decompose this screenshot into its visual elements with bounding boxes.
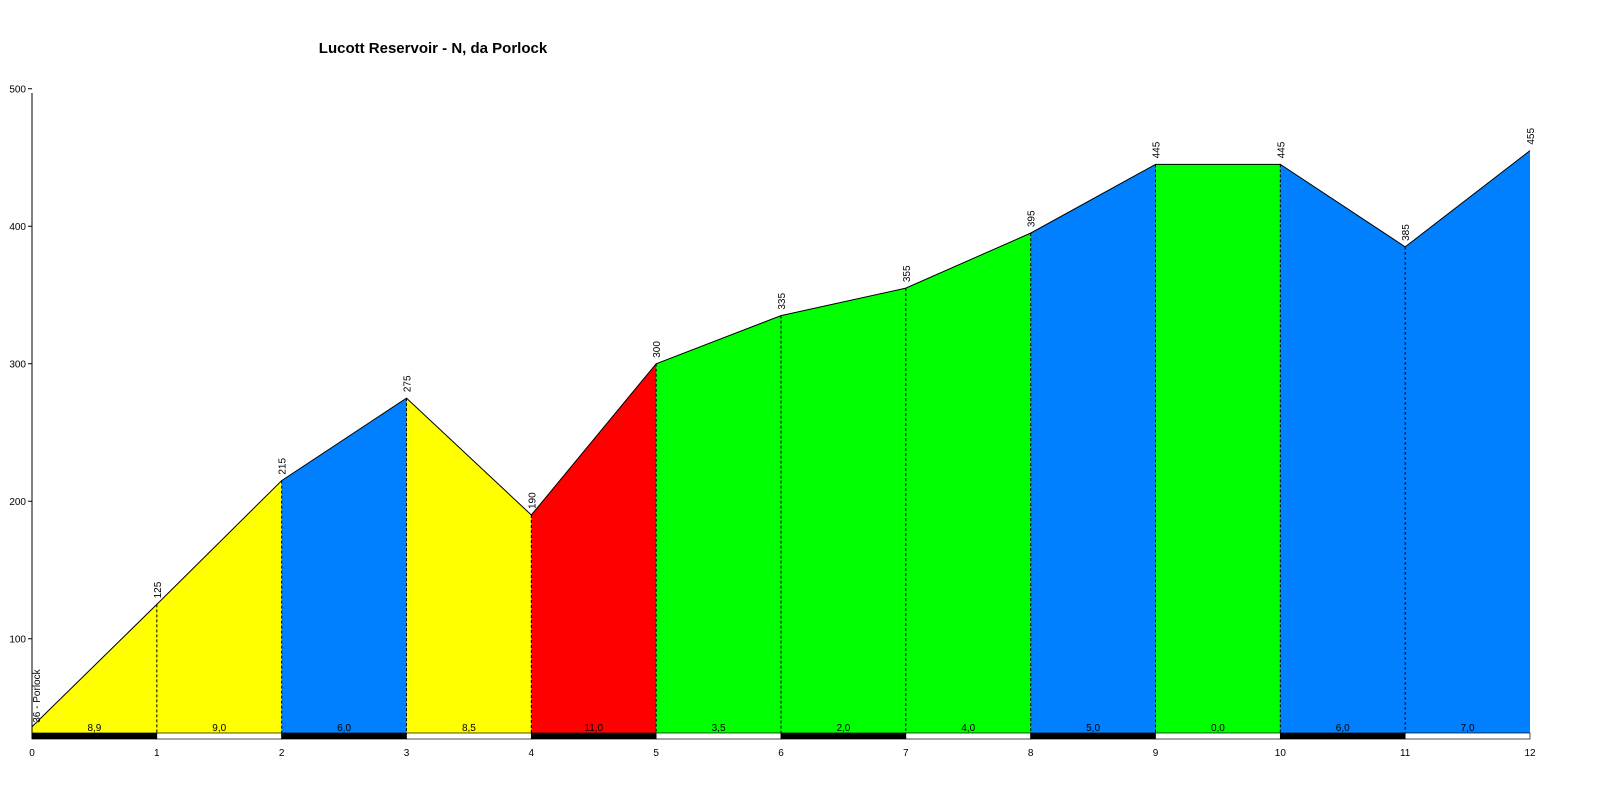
x-tick-label: 11 (1400, 748, 1411, 759)
gradient-label: 9,0 (212, 723, 226, 734)
y-tick-label: 100 (9, 634, 26, 645)
elevation-label: 355 (902, 265, 913, 282)
profile-segment-12 (1405, 150, 1530, 733)
gradient-label: 8,5 (462, 723, 476, 734)
x-tick-label: 8 (1028, 748, 1034, 759)
x-tick-label: 3 (404, 748, 410, 759)
profile-segment-9 (1030, 164, 1156, 733)
profile-segment-3 (281, 398, 407, 733)
profile-segment-10 (1155, 164, 1281, 733)
profile-segment-8 (905, 233, 1031, 733)
gradient-label: 4,0 (961, 723, 975, 734)
gradient-label: 6,0 (337, 723, 351, 734)
elevation-label: 275 (403, 375, 414, 392)
elevation-label: 445 (1152, 141, 1163, 158)
x-tick-label: 10 (1275, 748, 1287, 759)
x-tick-label: 5 (653, 748, 659, 759)
gradient-label: 7,0 (1461, 723, 1475, 734)
profile-segment-6 (656, 315, 781, 733)
x-tick-label: 12 (1524, 748, 1536, 759)
chart-title: Lucott Reservoir - N, da Porlock (319, 40, 548, 57)
x-tick-label: 6 (778, 748, 784, 759)
elevation-label: 190 (527, 492, 538, 509)
gradient-label: 5,0 (1086, 723, 1100, 734)
distance-bar-segment (1404, 732, 1531, 740)
gradient-label: 8,9 (87, 723, 101, 734)
elevation-label: 335 (777, 293, 788, 310)
x-tick-label: 7 (903, 748, 909, 759)
gradient-label: 0,0 (1211, 723, 1225, 734)
x-tick-label: 0 (29, 748, 35, 759)
y-tick-label: 200 (9, 497, 26, 508)
elevation-label: 445 (1276, 141, 1287, 158)
profile-segment-11 (1280, 164, 1406, 733)
gradient-label: 11,0 (584, 723, 603, 734)
elevation-label: 300 (652, 341, 663, 358)
x-tick-label: 1 (154, 748, 160, 759)
x-tick-label: 9 (1153, 748, 1159, 759)
gradient-label: 2,0 (836, 723, 850, 734)
elevation-label: 455 (1526, 128, 1537, 145)
y-tick-label: 500 (9, 84, 26, 95)
elevation-label: 395 (1027, 210, 1038, 227)
profile-outline (31, 150, 1531, 728)
elevation-label: 125 (153, 581, 164, 598)
y-tick-label: 400 (9, 222, 26, 233)
x-tick-label: 2 (279, 748, 285, 759)
profile-segment-5 (531, 363, 657, 733)
elevation-label: 215 (278, 458, 289, 475)
gradient-label: 6,0 (1336, 723, 1350, 734)
x-tick-label: 4 (529, 748, 535, 759)
elevation-label: 385 (1401, 224, 1412, 241)
profile-segment-7 (781, 288, 906, 733)
profile-segment-4 (406, 398, 532, 733)
profile-segment-2 (156, 480, 282, 733)
y-tick-label: 300 (9, 359, 26, 370)
profile-segment-1 (32, 604, 157, 733)
start-location-label: 36 - Porlock (32, 668, 43, 722)
gradient-label: 3,5 (712, 723, 726, 734)
